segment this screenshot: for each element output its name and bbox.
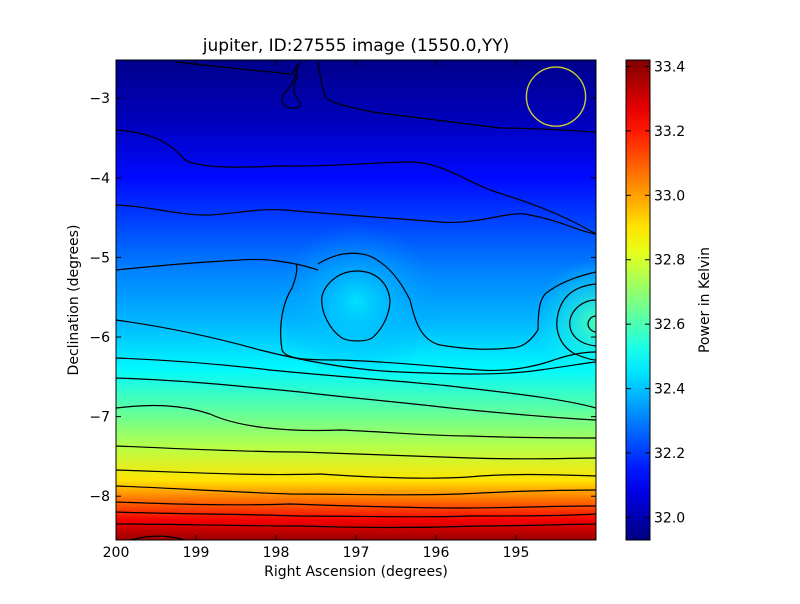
contour-line	[321, 270, 391, 342]
colorbar-ticks: 32.0 32.2 32.4 32.6 32.8 33.0 33.2 33.4	[626, 59, 685, 526]
colorbar-tick-label: 33.4	[654, 59, 685, 75]
contour-line	[116, 357, 596, 409]
y-axis-label: Declination (degrees)	[66, 225, 82, 376]
x-tick-label: 197	[343, 545, 370, 561]
colorbar-tick-label: 32.0	[654, 510, 685, 526]
contour-line	[129, 535, 186, 540]
contour-line	[116, 129, 596, 235]
contour-line	[116, 511, 596, 518]
x-tick-label: 195	[503, 545, 530, 561]
contour-line	[116, 501, 596, 509]
contour-line	[537, 271, 596, 331]
contour-lines	[116, 61, 596, 540]
contour-line	[116, 469, 596, 479]
colorbar-tick-label: 33.0	[654, 188, 685, 204]
beam-marker	[525, 66, 587, 127]
colorbar-tick-label: 32.8	[654, 253, 685, 269]
contour-line	[116, 523, 596, 529]
colorbar-tick-label: 32.6	[654, 317, 685, 333]
colorbar-tick-label: 33.2	[654, 124, 685, 140]
colorbar-tick-label: 32.2	[654, 446, 685, 462]
contour-line	[116, 258, 319, 271]
y-tick-label: −6	[89, 330, 110, 346]
colorbar-label: Power in Kelvin	[697, 247, 713, 353]
heatmap-peak	[275, 224, 439, 380]
contour-line	[587, 315, 596, 333]
contour-line	[317, 61, 596, 133]
x-tick-label: 198	[263, 545, 290, 561]
contour-line	[116, 404, 596, 439]
contour-line	[280, 263, 596, 371]
colorbar-tick-label: 32.4	[654, 382, 685, 398]
y-axis: −3 −4 −5 −6 −7 −8	[89, 91, 596, 505]
y-tick-label: −8	[89, 489, 110, 505]
y-tick-label: −4	[89, 171, 110, 187]
contour-line	[569, 299, 596, 347]
y-tick-label: −3	[89, 91, 110, 107]
colorbar: 32.0 32.2 32.4 32.6 32.8 33.0 33.2 33.4 Power i…	[625, 59, 713, 541]
x-tick-label: 196	[423, 545, 450, 561]
contour-line	[317, 252, 539, 350]
chart-title: jupiter, ID:27555 image (1550.0,YY)	[202, 36, 510, 56]
contour-line	[556, 283, 596, 361]
x-tick-label: 200	[103, 545, 130, 561]
contour-line	[281, 63, 301, 109]
contour-line	[116, 485, 596, 496]
x-axis-label: Right Ascension (degrees)	[264, 564, 448, 580]
y-tick-label: −5	[89, 250, 110, 266]
contour-line	[116, 204, 596, 235]
contour-line	[116, 319, 596, 375]
contour-line	[116, 377, 596, 421]
contour-line	[116, 445, 596, 460]
colorbar-fill	[625, 59, 651, 541]
y-tick-label: −7	[89, 410, 110, 426]
x-axis: 200 199 198 197 196 195	[103, 60, 530, 561]
contour-line	[175, 61, 301, 75]
plot-area	[116, 60, 596, 540]
x-tick-label: 199	[183, 545, 210, 561]
